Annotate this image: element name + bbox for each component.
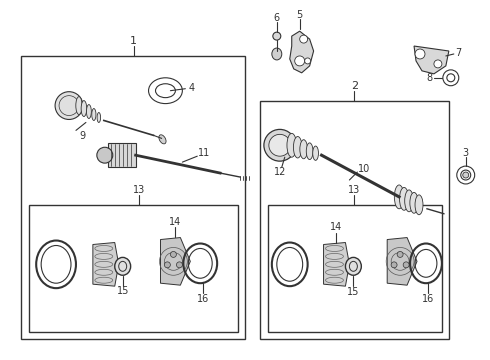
Text: 1: 1	[130, 36, 137, 46]
Text: 12: 12	[273, 167, 286, 177]
Ellipse shape	[273, 32, 281, 40]
Text: 2: 2	[351, 81, 358, 91]
Ellipse shape	[171, 251, 176, 257]
Ellipse shape	[306, 143, 313, 159]
Text: 5: 5	[296, 10, 303, 20]
Text: 14: 14	[330, 222, 343, 231]
Text: 16: 16	[197, 294, 209, 304]
Polygon shape	[161, 238, 190, 285]
Ellipse shape	[410, 192, 418, 213]
Text: 7: 7	[456, 48, 462, 58]
Ellipse shape	[294, 136, 302, 158]
Bar	[268, 205, 442, 332]
Text: 9: 9	[80, 131, 86, 141]
Ellipse shape	[394, 185, 404, 209]
Ellipse shape	[415, 195, 423, 215]
Text: 6: 6	[274, 13, 280, 23]
Ellipse shape	[300, 140, 308, 159]
Ellipse shape	[81, 100, 87, 117]
Ellipse shape	[287, 133, 296, 157]
Text: 13: 13	[132, 185, 145, 195]
Ellipse shape	[92, 109, 96, 121]
Text: 11: 11	[198, 148, 210, 158]
Text: 8: 8	[426, 73, 432, 83]
Ellipse shape	[345, 257, 361, 275]
Ellipse shape	[176, 262, 182, 268]
Text: 14: 14	[169, 217, 181, 227]
Ellipse shape	[313, 146, 318, 160]
Bar	[260, 100, 449, 339]
Text: 13: 13	[348, 185, 361, 195]
Bar	[108, 143, 136, 167]
Ellipse shape	[415, 49, 425, 59]
Ellipse shape	[55, 92, 83, 120]
Ellipse shape	[397, 251, 403, 257]
Text: 10: 10	[358, 164, 370, 174]
Text: 16: 16	[422, 294, 434, 304]
Polygon shape	[93, 243, 119, 286]
Ellipse shape	[403, 262, 409, 268]
Ellipse shape	[264, 129, 295, 161]
Ellipse shape	[115, 257, 131, 275]
Ellipse shape	[165, 262, 171, 268]
Ellipse shape	[391, 262, 397, 268]
Ellipse shape	[272, 48, 282, 60]
Ellipse shape	[269, 134, 291, 156]
Polygon shape	[414, 46, 449, 74]
Ellipse shape	[463, 172, 469, 178]
Text: 3: 3	[463, 148, 469, 158]
Bar	[21, 56, 245, 339]
Polygon shape	[290, 31, 314, 73]
Ellipse shape	[76, 96, 82, 114]
Polygon shape	[387, 238, 417, 285]
Ellipse shape	[97, 147, 113, 163]
Bar	[29, 205, 238, 332]
Ellipse shape	[305, 58, 311, 64]
Ellipse shape	[97, 113, 100, 122]
Ellipse shape	[405, 190, 414, 212]
Text: 15: 15	[117, 286, 129, 296]
Text: 15: 15	[347, 287, 360, 297]
Ellipse shape	[86, 105, 91, 118]
Ellipse shape	[294, 56, 305, 66]
Ellipse shape	[159, 135, 166, 144]
Ellipse shape	[434, 60, 442, 68]
Ellipse shape	[399, 188, 409, 210]
Ellipse shape	[300, 35, 308, 43]
Polygon shape	[323, 243, 349, 286]
Text: 4: 4	[188, 83, 195, 93]
